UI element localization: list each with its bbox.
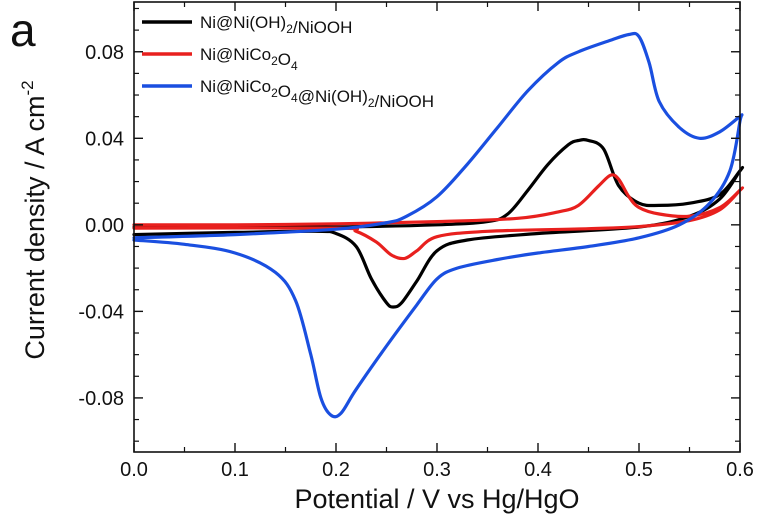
panel-label: a (10, 4, 36, 56)
x-tick-label: 0.5 (625, 459, 653, 481)
y-tick-label: 0.04 (85, 128, 124, 150)
x-tick-label: 0.4 (524, 459, 552, 481)
y-tick-label: -0.04 (78, 301, 124, 323)
y-tick-label: -0.08 (78, 388, 124, 410)
legend-label-1: Ni@Ni(OH)2/NiOOH (200, 13, 352, 37)
y-axis-title-sup: -2 (18, 80, 37, 95)
x-tick-labels: 0.0 0.1 0.2 0.3 0.4 0.5 0.6 (120, 459, 754, 481)
legend-label-3: Ni@NiCo2O4@Ni(OH)2/NiOOH (200, 77, 434, 111)
series-line-2 (132, 173, 745, 261)
x-axis-title: Potential / V vs Hg/HgO (294, 484, 579, 514)
legend-label-2: Ni@NiCo2O4 (200, 45, 298, 73)
y-tick-label: 0.00 (85, 215, 124, 237)
x-tick-label: 0.1 (221, 459, 249, 481)
y-tick-label: 0.08 (85, 42, 124, 64)
axis-ticks (133, 2, 741, 452)
x-tick-label: 0.0 (120, 459, 148, 481)
legend: Ni@Ni(OH)2/NiOOH Ni@NiCo2O4 Ni@NiCo2O4@Ni(… (142, 13, 434, 111)
x-tick-label: 0.2 (322, 459, 350, 481)
y-tick-labels: -0.08 -0.04 0.00 0.04 0.08 (78, 42, 124, 410)
x-tick-label: 0.6 (726, 459, 754, 481)
y-axis-title-main: Current density / A cm (20, 96, 50, 360)
y-axis-title: Current density / A cm-2 (18, 80, 50, 359)
x-tick-label: 0.3 (423, 459, 451, 481)
